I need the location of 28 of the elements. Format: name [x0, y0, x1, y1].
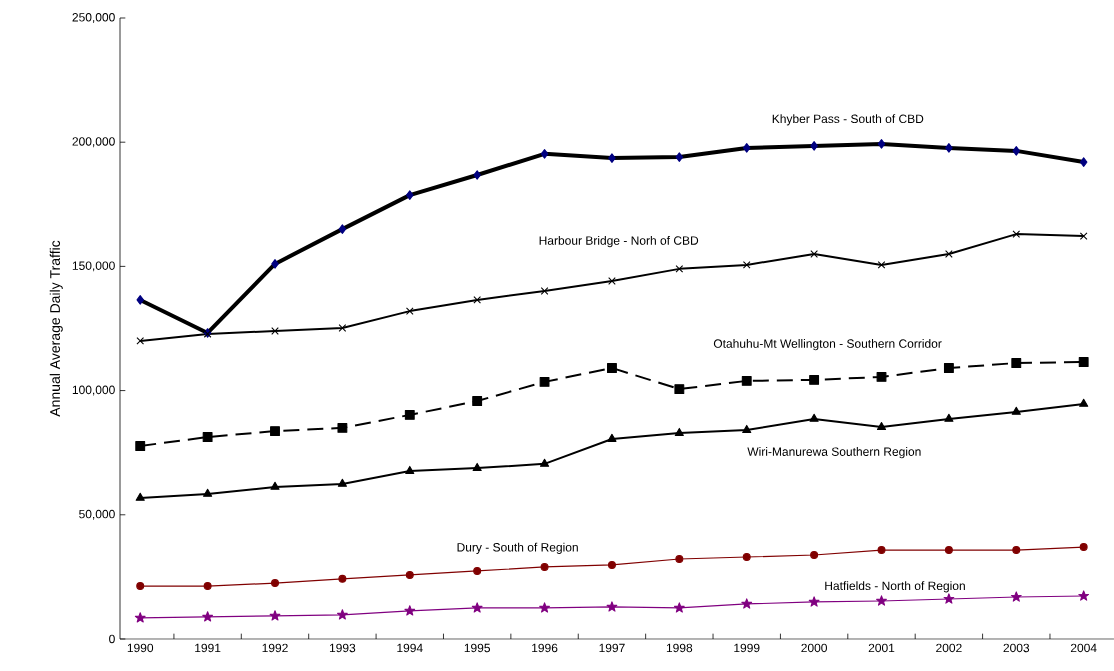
- y-tick-label: 100,000: [72, 385, 115, 396]
- series-label: Dury - South of Region: [457, 542, 578, 554]
- x-tick-label: 1998: [666, 643, 693, 653]
- y-tick-label: 150,000: [72, 261, 115, 272]
- x-tick-label: 1991: [195, 643, 221, 653]
- y-axis-title: Annual Average Daily Traffic: [49, 240, 63, 417]
- series-label: Wiri-Manurewa Southern Region: [747, 447, 921, 459]
- x-tick-label: 1990: [127, 643, 154, 653]
- x-tick-label: 2003: [1003, 643, 1030, 653]
- x-tick-label: 1993: [329, 643, 356, 653]
- x-tick-label: 1995: [464, 643, 491, 653]
- x-tick-label: 1994: [397, 643, 423, 653]
- series-label: Otahuhu-Mt Wellington - Southern Corridor: [713, 339, 942, 351]
- series-label: Hatfields - North of Region: [825, 581, 965, 593]
- x-tick-label: 2002: [936, 643, 962, 653]
- y-tick-label: 200,000: [72, 137, 115, 148]
- series-label: Khyber Pass - South of CBD: [772, 114, 924, 126]
- x-tick-label: 1997: [599, 643, 625, 653]
- y-tick-label: 250,000: [72, 13, 115, 23]
- x-tick-label: 1999: [734, 643, 760, 653]
- x-tick-label: 2000: [801, 643, 827, 653]
- y-tick-label: 0: [109, 634, 115, 644]
- x-tick-label: 1996: [532, 643, 558, 653]
- x-tick-label: 2004: [1070, 643, 1097, 653]
- series-label: Harbour Bridge - Norh of CBD: [539, 235, 699, 248]
- x-tick-label: 2001: [868, 643, 895, 653]
- x-tick-label: 1992: [262, 643, 288, 653]
- y-tick-label: 50,000: [79, 509, 115, 520]
